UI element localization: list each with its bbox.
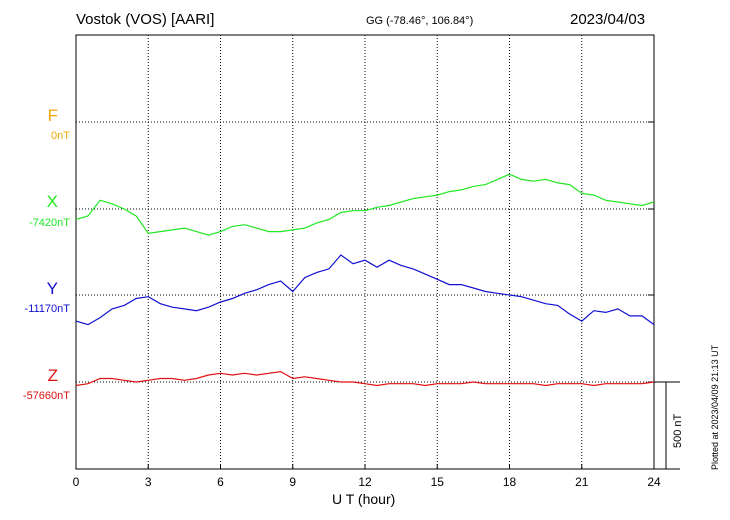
x-tick-label: 24 xyxy=(647,475,661,489)
x-tick-label: 6 xyxy=(217,475,224,489)
x-tick-label: 0 xyxy=(73,475,80,489)
component-baseline-z: -57660nT xyxy=(22,390,70,402)
component-label-y: Y xyxy=(46,279,58,298)
component-label-z: Z xyxy=(47,366,58,385)
scale-bar-label: 500 nT xyxy=(672,413,684,448)
component-baseline-f: 0nT xyxy=(51,130,70,142)
series-line-x xyxy=(75,173,655,236)
series-line-y xyxy=(75,254,655,326)
x-tick-label: 3 xyxy=(145,475,152,489)
plotted-timestamp: Plotted at 2023/04/09 21:13 UT xyxy=(710,344,720,470)
component-baseline-x: -7420nT xyxy=(29,217,70,229)
date-label: 2023/04/03 xyxy=(570,11,646,28)
x-tick-label: 12 xyxy=(358,475,372,489)
series-line-z xyxy=(75,370,655,387)
component-label-f: F xyxy=(47,106,58,125)
component-baseline-y: -11170nT xyxy=(24,303,70,315)
x-axis-label: U T (hour) xyxy=(332,491,396,507)
x-tick-label: 21 xyxy=(575,475,589,489)
station-title: Vostok (VOS) [AARI] xyxy=(76,11,215,28)
component-label-x: X xyxy=(46,192,58,211)
x-tick-label: 15 xyxy=(431,475,445,489)
coordinates-label: GG (-78.46°, 106.84°) xyxy=(366,15,474,27)
x-tick-label: 18 xyxy=(503,475,517,489)
x-tick-label: 9 xyxy=(289,475,296,489)
